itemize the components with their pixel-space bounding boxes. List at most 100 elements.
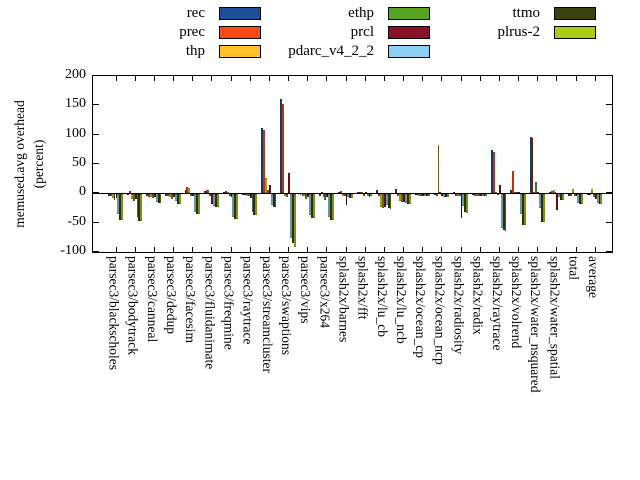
bar-plrus-2: [542, 194, 545, 222]
y-axis-label-line1: memused.avg overhead: [12, 100, 27, 228]
x-tick: [403, 247, 405, 252]
legend-label-thp: thp: [185, 43, 205, 59]
x-tick: [192, 76, 194, 81]
bar-plrus-2: [581, 194, 584, 204]
x-tick: [518, 247, 520, 252]
bar-pdarc_v4_2_2: [232, 194, 235, 217]
bar-plrus-2: [121, 194, 124, 221]
legend-swatch-pdarc_v4_2_2: [388, 45, 430, 58]
legend-item: pdarc_v4_2_2: [264, 42, 430, 61]
legend-swatch-ethp: [388, 7, 430, 20]
bar-thp: [399, 194, 402, 202]
bar-pdarc_v4_2_2: [289, 194, 292, 239]
x-tick-label: splash2x/volrend: [509, 256, 525, 349]
bar-rec: [510, 190, 513, 194]
bar-plrus-2: [178, 194, 181, 205]
bar-thp: [360, 192, 363, 194]
bar-ethp: [458, 194, 461, 197]
legend-item: prec: [95, 23, 261, 42]
x-tick: [173, 247, 174, 252]
bar-prcl: [288, 172, 290, 194]
bar-thp: [303, 194, 306, 197]
bar-prec: [512, 171, 515, 194]
bar-plrus-2: [159, 194, 162, 204]
bar-prec: [569, 194, 572, 196]
bar-ttmo: [119, 194, 122, 221]
bar-pdarc_v4_2_2: [328, 194, 331, 217]
x-tick-label: splash2x/ocean_ncp: [432, 256, 448, 365]
x-tick: [115, 247, 117, 252]
bar-pdarc_v4_2_2: [251, 194, 254, 212]
x-tick-label: splash2x/ocean_cp: [413, 256, 429, 358]
legend-column: ttmo plrus-2: [430, 4, 596, 42]
bar-prcl: [594, 194, 597, 200]
bar-pdarc_v4_2_2: [117, 194, 120, 215]
bar-thp: [188, 188, 191, 194]
bar-prec: [186, 187, 189, 194]
bar-prcl: [134, 194, 137, 200]
bar-plrus-2: [427, 194, 430, 197]
y-tick: [93, 192, 99, 194]
bar-prec: [263, 129, 266, 194]
bar-rec: [107, 194, 110, 197]
x-tick: [479, 247, 481, 252]
y-tick-label: 150: [65, 96, 86, 112]
legend-swatch-prec: [219, 26, 261, 39]
bar-prcl: [173, 194, 175, 197]
y-tick: [93, 104, 99, 106]
x-tick: [460, 247, 462, 252]
bar-prcl: [153, 194, 156, 198]
x-tick: [230, 76, 232, 81]
bar-ethp: [362, 194, 365, 196]
bar-ethp: [247, 194, 250, 196]
bar-plrus-2: [447, 194, 449, 197]
bar-prec: [301, 194, 304, 196]
x-tick-label: parsec3/blackscholes: [106, 256, 122, 370]
y-tick: [93, 221, 99, 223]
bar-prcl: [268, 184, 271, 194]
bar-thp: [226, 192, 229, 194]
x-tick-label: splash2x/water_spatial: [547, 256, 563, 379]
bar-prec: [205, 189, 208, 194]
x-tick: [479, 76, 481, 81]
x-tick-label: total: [566, 256, 582, 280]
bar-ttmo: [138, 194, 141, 221]
x-tick: [345, 247, 347, 252]
bar-ethp: [266, 190, 269, 194]
legend-label-pdarc_v4_2_2: pdarc_v4_2_2: [288, 43, 374, 59]
bar-prec: [416, 194, 419, 196]
bar-plrus-2: [408, 194, 411, 205]
x-tick-label: splash2x/radix: [470, 256, 486, 335]
x-tick: [403, 76, 405, 81]
bar-pdarc_v4_2_2: [596, 194, 599, 203]
bar-ttmo: [521, 194, 524, 225]
legend-swatch-plrus-2: [554, 26, 596, 39]
x-tick: [153, 247, 155, 252]
bar-ethp: [324, 194, 327, 201]
legend-item: prcl: [264, 23, 430, 42]
x-tick-label: parsec3/streamcluster: [259, 256, 275, 373]
bar-rec: [146, 194, 149, 197]
bar-plrus-2: [332, 194, 334, 220]
x-tick-label: splash2x/barnes: [336, 256, 352, 343]
bar-plrus-2: [293, 194, 296, 247]
legend-swatch-ttmo: [554, 7, 596, 20]
x-tick-label: parsec3/freqmine: [221, 256, 237, 350]
bar-thp: [514, 192, 517, 194]
x-tick: [249, 247, 251, 252]
bar-rec: [222, 191, 225, 194]
bar-prec: [397, 194, 400, 196]
bar-ethp: [497, 194, 499, 196]
bar-rec: [452, 192, 455, 194]
x-tick-label: splash2x/raytrace: [489, 256, 505, 351]
y-tick-label: 0: [79, 184, 86, 200]
bar-pdarc_v4_2_2: [136, 194, 139, 217]
bar-ethp: [381, 194, 384, 208]
x-tick: [211, 247, 213, 252]
x-tick: [134, 247, 136, 252]
x-tick-label: parsec3/facesim: [183, 256, 199, 343]
bar-plrus-2: [600, 194, 603, 205]
bar-rec: [548, 191, 551, 194]
x-tick-label: average: [585, 256, 601, 298]
y-tick-label: 100: [65, 125, 86, 141]
